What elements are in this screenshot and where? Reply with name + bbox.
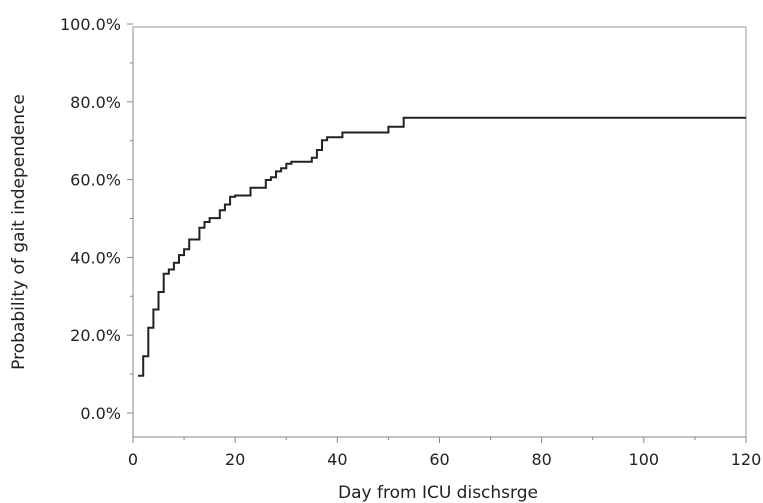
x-tick-label: 0	[128, 450, 138, 469]
x-axis: 0 20 40 60 80 100 120	[128, 436, 762, 469]
y-tick-label: 60.0%	[70, 171, 121, 190]
x-tick-label: 80	[531, 450, 551, 469]
y-tick-label: 40.0%	[70, 248, 121, 267]
x-tick-label: 20	[225, 450, 245, 469]
x-axis-title: Day from ICU dischsrge	[338, 483, 538, 503]
series-layer	[138, 116, 746, 377]
y-tick-label: 0.0%	[80, 404, 121, 423]
y-axis: 0.0% 20.0% 40.0% 60.0% 80.0% 100.0%	[60, 15, 134, 437]
y-tick-label: 80.0%	[70, 93, 121, 112]
survival-step-line	[138, 116, 746, 377]
y-tick-label: 100.0%	[60, 15, 121, 34]
plot-frame	[132, 26, 747, 438]
x-tick-label: 40	[327, 450, 347, 469]
y-tick-label: 20.0%	[70, 326, 121, 345]
x-tick-label: 120	[731, 450, 762, 469]
x-tick-label: 60	[429, 450, 449, 469]
y-axis-title: Probability of gait independence	[9, 94, 29, 370]
x-tick-label: 100	[629, 450, 660, 469]
